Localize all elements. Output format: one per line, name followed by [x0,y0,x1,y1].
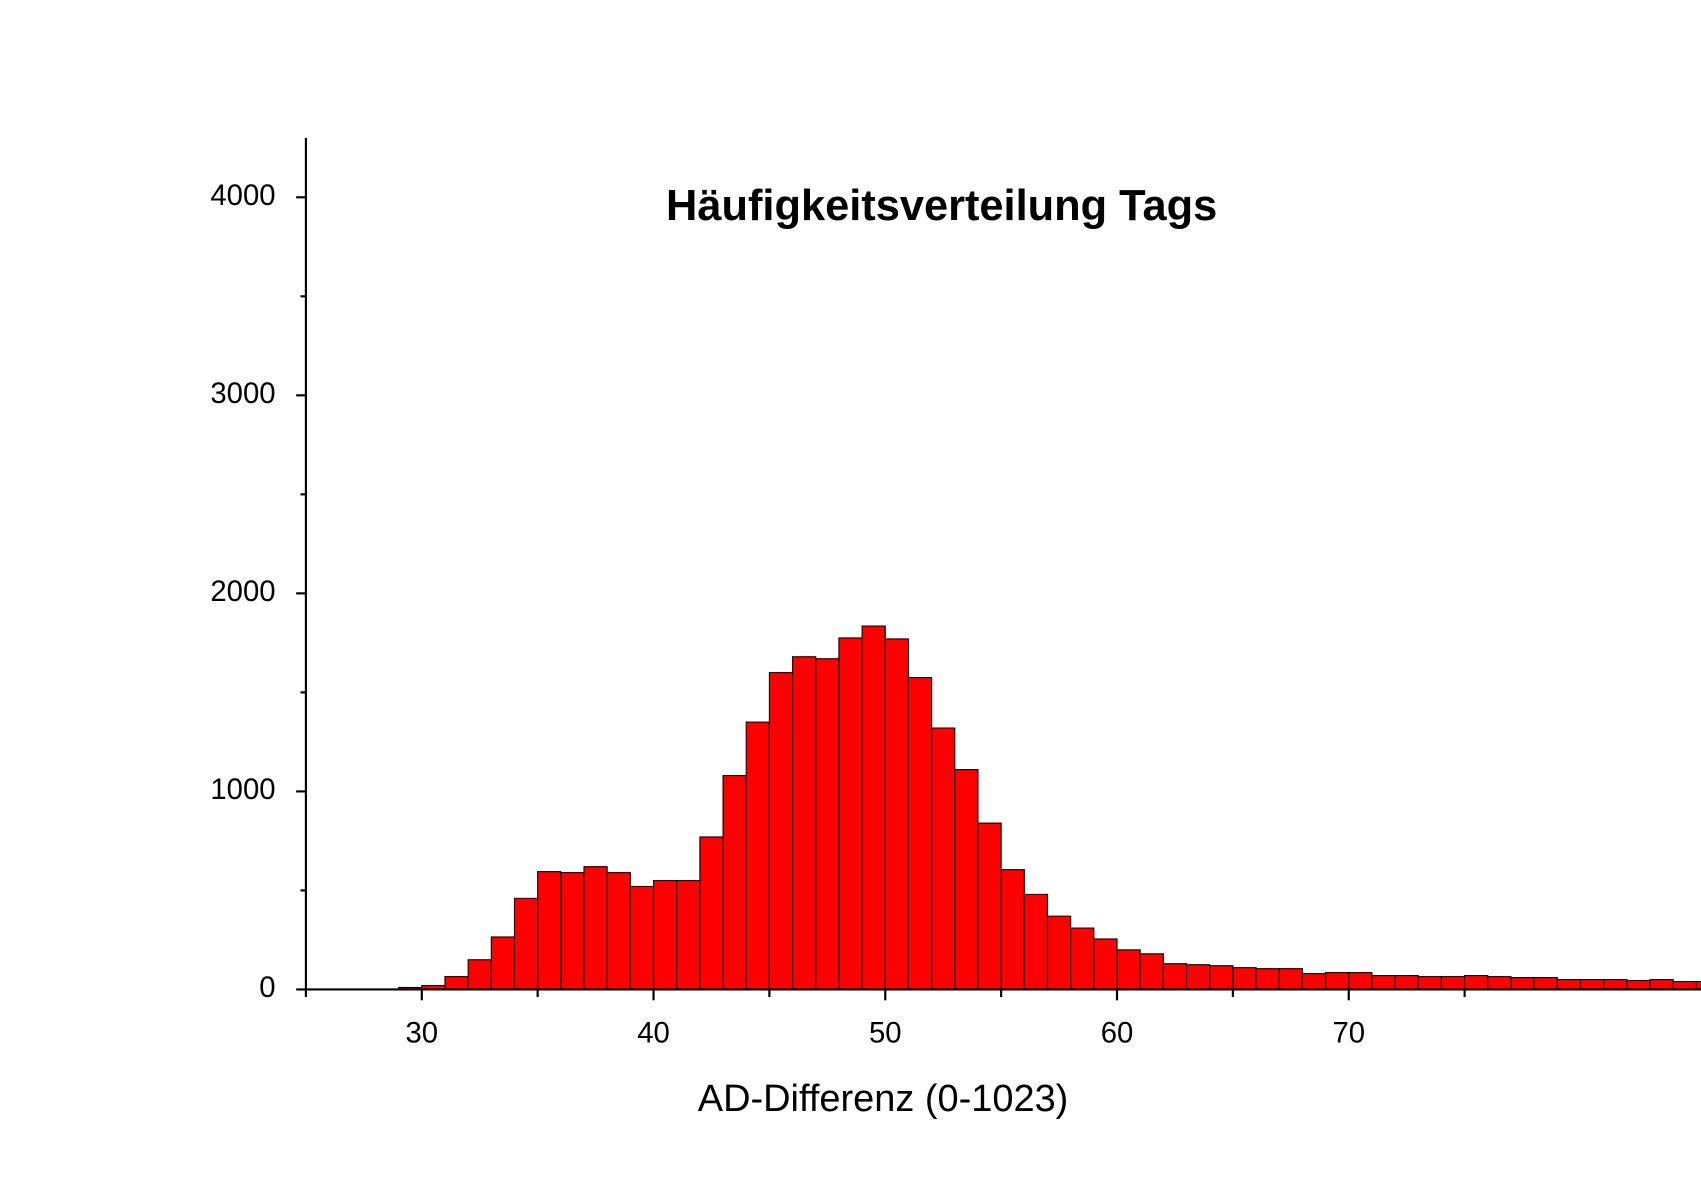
bar [1371,975,1396,991]
bar [1278,968,1303,991]
y-tick-label: 4000 [210,179,275,212]
bar [1301,973,1327,991]
bar [1232,967,1257,991]
bar [444,976,469,991]
bar [1325,972,1350,991]
bar [699,836,724,991]
y-tick-label: 2000 [210,575,275,608]
bar [1116,949,1141,991]
bar [1209,965,1234,991]
bar [931,727,956,991]
bar [1417,976,1442,991]
y-tick-label: 0 [259,971,275,1004]
x-tick-label: 60 [1101,1017,1134,1050]
bar [1348,972,1373,991]
bar [745,721,770,991]
bar [954,769,979,991]
bar [1579,979,1605,991]
bar [1510,977,1535,991]
bar [537,871,562,991]
bar [1394,975,1419,991]
bar [629,885,655,991]
bar [467,959,492,991]
bar [652,879,678,991]
bar [513,897,539,991]
bar [1255,968,1280,991]
bar [1695,980,1701,991]
y-tick-label: 1000 [210,773,275,806]
bar [1672,980,1697,991]
x-tick-label: 40 [637,1017,670,1050]
bar [1023,893,1049,991]
bar [1185,964,1211,991]
bar [792,656,817,991]
bar [606,872,631,991]
bar [1603,979,1628,991]
x-tick-label: 30 [406,1017,439,1050]
bar [1556,979,1582,991]
bar [1046,915,1072,991]
bar [977,822,1002,991]
bar [1649,979,1674,991]
bar [1533,977,1558,991]
bar [907,676,933,991]
bar [1070,927,1095,991]
chart-title: Häufigkeitsverteilung Tags [666,182,1217,230]
bar [1139,953,1164,991]
bar [560,872,585,991]
bar [1162,963,1188,991]
bars [398,625,1701,991]
bar [583,866,608,991]
bar [768,672,794,991]
bar [1464,975,1489,991]
x-tick-label: 50 [869,1017,902,1050]
bar [676,879,701,991]
bar [722,775,747,991]
y-tick-label: 3000 [210,377,275,410]
bar [1487,976,1512,991]
x-tick-label: 70 [1332,1017,1365,1050]
bar [884,638,909,991]
bar [815,658,840,991]
bar [1440,976,1466,991]
bar [1000,869,1025,991]
bar [1626,980,1651,991]
bar [861,625,886,991]
bar [838,637,863,991]
bar [490,936,516,991]
x-axis-label: AD-Differenz (0-1023) [698,1078,1069,1120]
bar [1093,938,1118,991]
